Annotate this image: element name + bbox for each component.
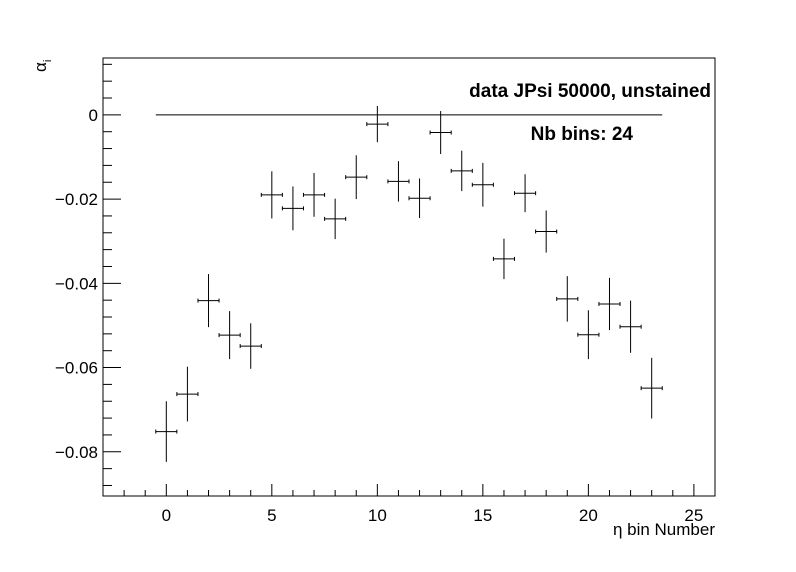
y-axis-tick-labels: 0 −0.02 −0.04 −0.06 −0.08 [55,106,98,462]
data-point [197,274,220,328]
data-point [450,150,473,192]
data-point [176,366,199,422]
y-tick-label: 0 [89,106,98,125]
x-tick-label: 0 [162,506,171,525]
data-point [387,161,410,202]
data-point [324,198,347,240]
data-point [492,238,516,280]
data-point [302,172,326,217]
annotation-dataset: data JPsi 50000, unstained [469,81,711,102]
x-tick-label: 5 [267,506,276,525]
x-tick-label: 25 [684,506,703,525]
y-tick-label: −0.08 [55,443,98,462]
data-point [619,300,642,353]
data-point [577,310,600,360]
data-point [640,357,663,419]
data-point [535,210,558,253]
y-tick-label: −0.06 [55,359,98,378]
data-point [429,111,452,155]
y-axis-subscript: i [42,60,54,62]
x-tick-label: 20 [579,506,598,525]
data-point [218,311,241,360]
data-point [345,155,368,200]
y-axis-ticks [103,63,121,486]
x-axis-title: η bin Number [613,520,715,539]
x-tick-label: 15 [473,506,492,525]
data-point [514,174,537,213]
data-point [471,162,494,207]
data-point [408,178,431,219]
data-point [239,323,262,369]
x-tick-label: 10 [368,506,387,525]
data-point [260,171,283,219]
x-axis-ticks [102,484,716,496]
annotation-nbins: Nb bins: 24 [531,124,634,145]
data-point [281,186,304,231]
plot-frame [102,57,716,497]
data-point [366,106,389,143]
y-tick-label: −0.02 [55,190,98,209]
data-point [155,401,178,462]
x-axis-tick-labels: 0 5 10 15 20 25 [162,506,704,525]
y-axis-symbol: α [31,62,50,72]
data-point [556,276,579,322]
y-tick-label: −0.04 [55,274,98,293]
y-axis-title: αi [31,60,54,72]
data-points [155,106,663,462]
data-point [598,277,621,331]
svg-text:αi: αi [31,60,54,72]
